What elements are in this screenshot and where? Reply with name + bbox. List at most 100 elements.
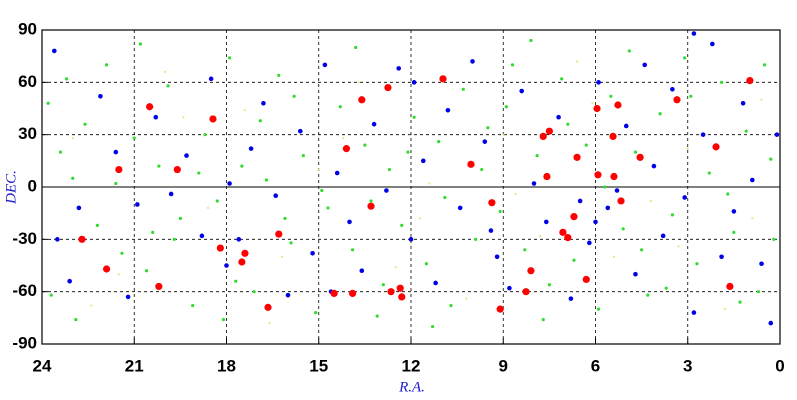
star-point	[285, 292, 291, 298]
y-tick-label: 30	[18, 124, 37, 143]
star-point	[310, 250, 315, 256]
star-point	[751, 217, 754, 220]
star-point	[90, 304, 93, 307]
x-tick-label: 6	[591, 356, 600, 375]
star-point	[763, 63, 767, 67]
star-point	[277, 73, 281, 77]
star-point	[252, 290, 256, 294]
star-point	[49, 293, 53, 297]
star-point	[419, 217, 422, 220]
star-point	[157, 164, 161, 168]
star-point	[412, 115, 416, 119]
star-point	[163, 70, 167, 73]
star-point	[461, 87, 465, 91]
star-point	[519, 88, 524, 94]
star-point	[572, 258, 576, 262]
star-point	[241, 249, 249, 257]
star-point	[559, 228, 567, 236]
star-point	[633, 271, 638, 277]
star-point	[470, 59, 475, 64]
star-point	[330, 289, 338, 298]
star-point	[326, 206, 330, 210]
star-point	[224, 263, 229, 268]
star-point	[52, 48, 57, 54]
star-point	[467, 160, 475, 168]
star-point	[227, 56, 232, 60]
star-point	[359, 268, 365, 274]
star-point	[605, 205, 611, 211]
star-point	[243, 109, 247, 112]
star-point	[612, 255, 616, 258]
star-point	[541, 317, 545, 322]
star-point	[138, 42, 142, 46]
star-point	[182, 116, 185, 119]
star-point	[740, 100, 746, 106]
star-point	[682, 195, 687, 200]
star-point	[535, 154, 539, 158]
star-point	[738, 300, 742, 304]
star-point	[208, 76, 214, 82]
star-point	[686, 147, 689, 150]
star-point	[120, 251, 124, 255]
star-point	[570, 213, 578, 221]
star-point	[338, 105, 342, 109]
star-point	[268, 321, 271, 325]
star-point	[342, 145, 351, 153]
star-point	[289, 241, 293, 245]
star-point	[523, 248, 527, 252]
star-point	[184, 153, 189, 158]
x-tick-label: 9	[499, 356, 508, 375]
star-point	[166, 84, 170, 88]
star-point	[591, 102, 594, 105]
star-point	[114, 181, 118, 186]
star-point	[707, 171, 711, 175]
star-point	[439, 75, 447, 83]
star-point	[406, 150, 410, 154]
star-point	[759, 261, 764, 267]
star-point	[596, 307, 601, 311]
star-point	[221, 317, 226, 322]
star-point	[358, 96, 366, 104]
star-point	[582, 275, 590, 284]
star-point	[731, 209, 737, 214]
star-point	[178, 216, 182, 220]
y-tick-label: -60	[12, 281, 37, 300]
star-point	[367, 202, 375, 210]
star-point	[609, 94, 613, 98]
star-point	[102, 265, 111, 273]
star-point	[408, 237, 414, 242]
star-point	[354, 45, 358, 50]
star-point	[587, 240, 592, 246]
star-point	[301, 154, 305, 158]
star-point	[428, 182, 431, 185]
star-point	[726, 192, 730, 196]
star-point	[411, 80, 417, 85]
star-point	[273, 193, 279, 199]
star-point	[719, 80, 724, 84]
star-point	[710, 41, 715, 47]
star-point	[433, 280, 438, 286]
star-point	[334, 170, 340, 176]
star-point	[151, 230, 155, 234]
star-point	[261, 100, 266, 106]
plot-area	[41, 29, 781, 345]
star-point	[342, 137, 345, 140]
star-point	[568, 296, 574, 301]
star-point	[614, 101, 622, 109]
star-point	[449, 304, 453, 308]
star-point	[125, 294, 131, 300]
star-point	[203, 133, 207, 137]
star-point	[700, 132, 706, 137]
star-point	[683, 56, 687, 60]
star-point	[617, 197, 625, 205]
star-point	[531, 181, 537, 186]
star-point	[322, 62, 328, 68]
star-point	[71, 176, 75, 180]
star-point	[658, 112, 662, 116]
star-point	[774, 132, 780, 137]
star-point	[760, 98, 763, 101]
star-point	[234, 279, 238, 283]
star-point	[314, 311, 318, 315]
star-point	[488, 199, 496, 207]
star-point	[113, 149, 119, 155]
